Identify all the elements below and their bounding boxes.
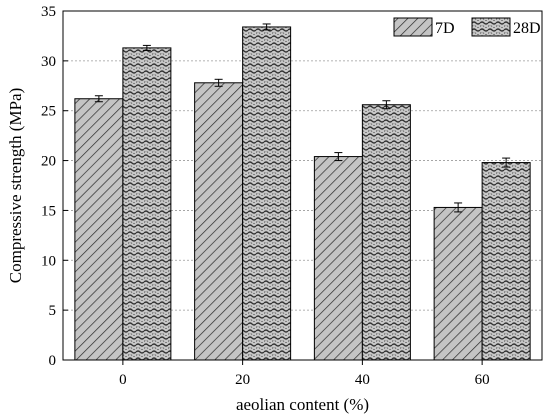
legend-swatch-28D <box>471 17 511 37</box>
y-tick-label: 15 <box>41 203 56 219</box>
bar-28D-20 <box>242 26 292 361</box>
y-tick-label: 25 <box>41 104 56 120</box>
bar-7D-0 <box>74 98 124 361</box>
bar-28D-40 <box>361 104 411 361</box>
legend-swatch-7D <box>393 17 433 37</box>
y-tick-label: 30 <box>41 54 56 70</box>
bars <box>74 26 531 361</box>
plot-area-frame <box>62 10 543 361</box>
y-tick-label: 10 <box>41 253 56 269</box>
bar-7D-40 <box>313 156 363 361</box>
x-axis-label: aeolian content (%) <box>236 395 369 414</box>
x-axis-ticks: 0 20 40 60 <box>119 360 490 388</box>
x-tick-label: 40 <box>355 372 370 388</box>
x-tick-label: 0 <box>119 372 127 388</box>
y-tick-label: 20 <box>41 154 56 170</box>
legend-label-28D: 28D <box>513 20 541 37</box>
bar-28D-60 <box>481 162 531 361</box>
bar-28D-0 <box>122 47 172 361</box>
y-tick-label: 0 <box>49 353 57 369</box>
legend: 7D 28D <box>393 17 541 37</box>
x-tick-label: 20 <box>235 372 250 388</box>
x-tick-label: 60 <box>475 372 490 388</box>
bar-7D-20 <box>194 82 244 361</box>
y-axis-label: Compressive strength (MPa) <box>6 88 25 283</box>
bar-7D-60 <box>433 206 483 361</box>
y-axis-ticks: 0 5 10 15 20 25 30 35 <box>41 4 68 369</box>
legend-label-7D: 7D <box>435 20 455 37</box>
y-tick-label: 5 <box>49 303 57 319</box>
error-bars <box>94 23 511 213</box>
y-tick-label: 35 <box>41 4 56 20</box>
